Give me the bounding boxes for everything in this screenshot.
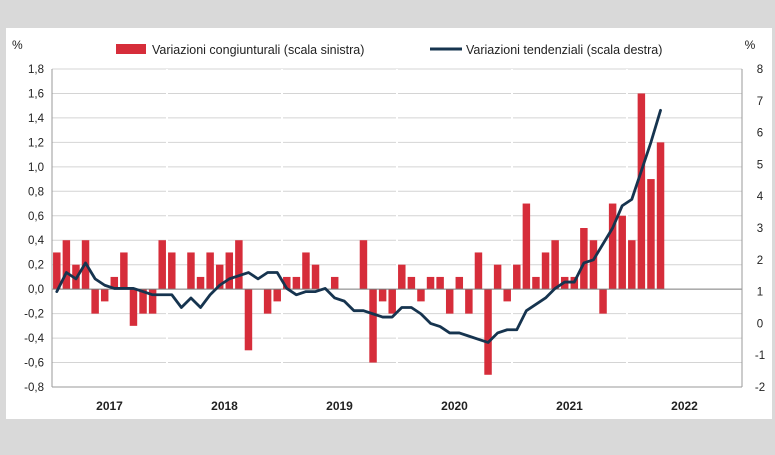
- right-tick-label: 2: [757, 255, 763, 267]
- year-label: 2019: [326, 399, 353, 413]
- year-label: 2022: [671, 399, 698, 413]
- bar: [417, 289, 424, 301]
- right-tick-label: 5: [757, 159, 763, 171]
- bar: [532, 277, 539, 289]
- left-tick-label: 0,6: [28, 211, 44, 223]
- left-tick-label: -0,8: [24, 382, 44, 394]
- bar: [647, 179, 654, 289]
- bar: [312, 265, 319, 289]
- bar: [465, 289, 472, 313]
- right-tick-label: 1: [757, 287, 763, 299]
- bar: [427, 277, 434, 289]
- right-tick-label: -1: [755, 350, 765, 362]
- bar: [206, 252, 213, 289]
- legend-line-label: Variazioni tendenziali (scala destra): [466, 43, 662, 57]
- left-tick-label: 0,8: [28, 186, 44, 198]
- bar: [369, 289, 376, 362]
- bar: [101, 289, 108, 301]
- left-tick-label: 1,2: [28, 137, 44, 149]
- bar: [599, 289, 606, 313]
- bar: [130, 289, 137, 326]
- left-tick-label: 1,0: [28, 162, 44, 174]
- bar: [379, 289, 386, 301]
- bar: [542, 252, 549, 289]
- left-tick-label: 1,8: [28, 64, 44, 76]
- bar: [168, 252, 175, 289]
- bar: [264, 289, 271, 313]
- right-tick-label: 6: [757, 128, 763, 140]
- right-axis-unit: %: [745, 38, 756, 52]
- left-tick-label: 0,4: [28, 235, 45, 247]
- left-tick-label: -0,2: [24, 309, 44, 321]
- bar: [197, 277, 204, 289]
- year-label: 2021: [556, 399, 583, 413]
- right-tick-label: 4: [757, 191, 764, 203]
- year-label: 2018: [211, 399, 238, 413]
- bar: [513, 265, 520, 289]
- right-tick-label: 7: [757, 96, 763, 108]
- bar: [523, 204, 530, 290]
- right-tick-label: 0: [757, 318, 763, 330]
- bar: [456, 277, 463, 289]
- bar: [657, 142, 664, 289]
- left-tick-label: 1,6: [28, 88, 44, 100]
- left-tick-label: 0,0: [28, 284, 44, 296]
- bar: [503, 289, 510, 301]
- bar: [91, 289, 98, 313]
- bar: [158, 240, 165, 289]
- left-tick-label: -0,4: [24, 333, 44, 345]
- bar: [331, 277, 338, 289]
- bar: [618, 216, 625, 289]
- bar: [187, 252, 194, 289]
- bar: [226, 252, 233, 289]
- bar: [475, 252, 482, 289]
- bar: [609, 204, 616, 290]
- left-tick-label: 1,4: [28, 113, 45, 125]
- bar: [398, 265, 405, 289]
- right-tick-label: 3: [757, 223, 763, 235]
- bar: [245, 289, 252, 350]
- year-label: 2020: [441, 399, 468, 413]
- bar: [302, 252, 309, 289]
- right-tick-label: -2: [755, 382, 765, 394]
- bar: [590, 240, 597, 289]
- left-tick-label: -0,6: [24, 358, 44, 370]
- bar: [293, 277, 300, 289]
- year-label: 2017: [96, 399, 123, 413]
- left-axis-unit: %: [12, 38, 23, 52]
- bar: [484, 289, 491, 375]
- bar: [628, 240, 635, 289]
- bar: [638, 93, 645, 289]
- bar: [63, 240, 70, 289]
- left-tick-label: 0,2: [28, 260, 44, 272]
- bar: [235, 240, 242, 289]
- legend-bar-label: Variazioni congiunturali (scala sinistra…: [152, 43, 364, 57]
- bar: [273, 289, 280, 301]
- bar: [446, 289, 453, 313]
- right-tick-label: 8: [757, 64, 763, 76]
- bar: [360, 240, 367, 289]
- legend-bar-swatch: [116, 44, 146, 54]
- bar: [408, 277, 415, 289]
- bar: [436, 277, 443, 289]
- bar: [388, 289, 395, 313]
- bar: [494, 265, 501, 289]
- bar: [580, 228, 587, 289]
- bar: [120, 252, 127, 289]
- bar: [551, 240, 558, 289]
